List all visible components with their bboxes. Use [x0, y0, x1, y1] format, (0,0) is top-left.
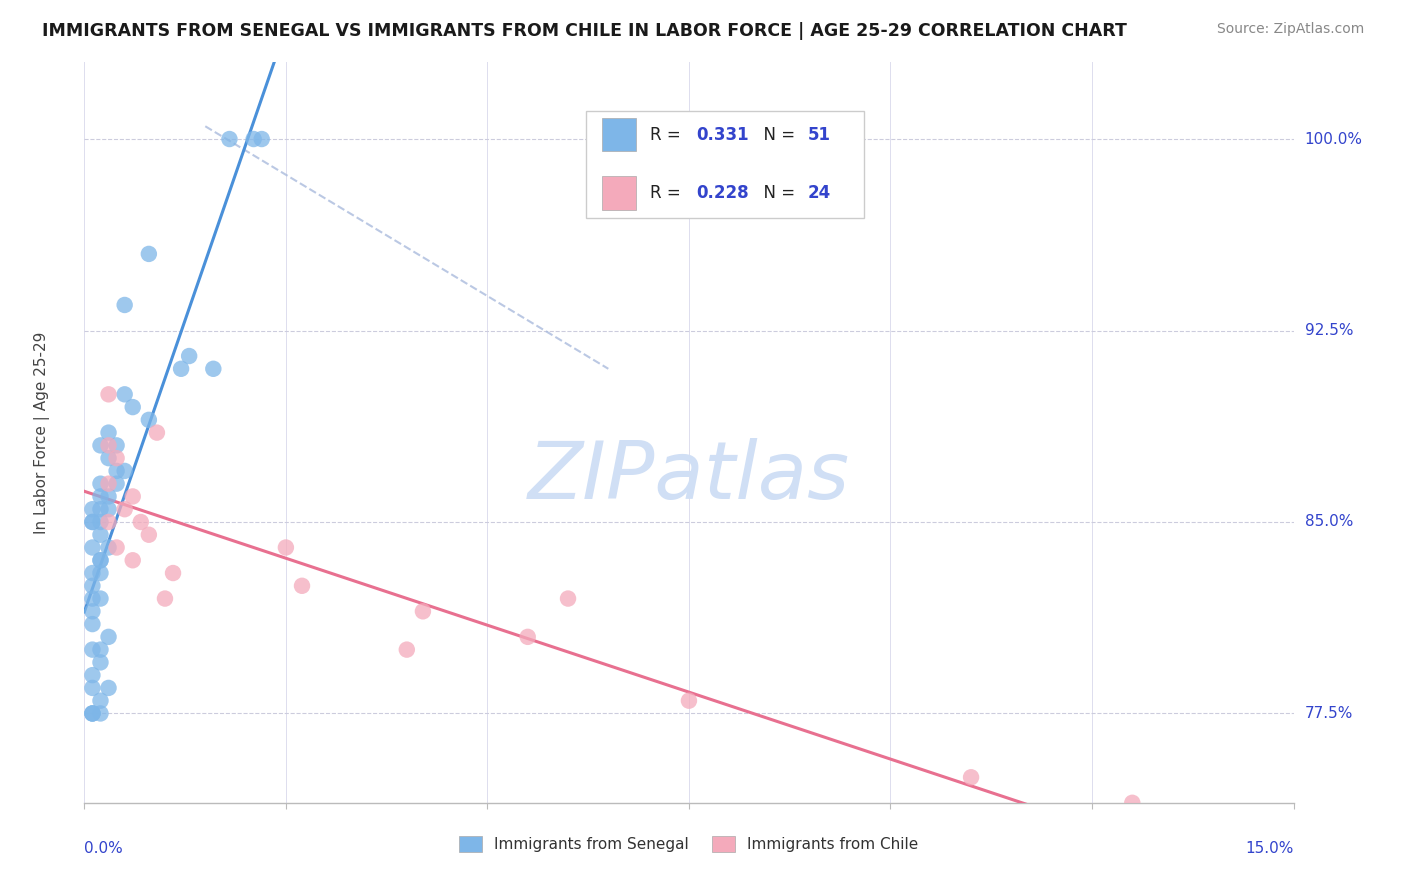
Point	[89, 527, 111, 541]
Point	[114, 298, 136, 312]
Point	[170, 361, 193, 376]
Point	[105, 476, 128, 491]
Point	[97, 490, 120, 504]
Text: Source: ZipAtlas.com: Source: ZipAtlas.com	[1216, 22, 1364, 37]
Text: 24: 24	[807, 185, 831, 202]
Point	[114, 387, 136, 401]
Point	[146, 425, 169, 440]
Point	[274, 541, 297, 555]
Point	[153, 591, 176, 606]
Point	[291, 579, 314, 593]
Point	[114, 464, 136, 478]
Point	[105, 541, 128, 555]
FancyBboxPatch shape	[602, 118, 636, 152]
Point	[1121, 796, 1143, 810]
Text: 85.0%: 85.0%	[1305, 515, 1353, 530]
Point	[138, 247, 160, 261]
Text: N =: N =	[754, 185, 800, 202]
Text: 51: 51	[807, 126, 831, 144]
Point	[412, 604, 434, 618]
Point	[82, 642, 104, 657]
Point	[114, 502, 136, 516]
Point	[82, 502, 104, 516]
Legend: Immigrants from Senegal, Immigrants from Chile: Immigrants from Senegal, Immigrants from…	[453, 830, 925, 858]
Point	[82, 668, 104, 682]
Point	[89, 553, 111, 567]
Point	[242, 132, 264, 146]
Point	[129, 515, 152, 529]
Point	[179, 349, 201, 363]
Point	[82, 566, 104, 580]
Point	[97, 630, 120, 644]
Point	[82, 591, 104, 606]
Point	[82, 681, 104, 695]
Point	[89, 490, 111, 504]
Point	[138, 413, 160, 427]
Point	[89, 566, 111, 580]
Point	[89, 553, 111, 567]
Text: 0.331: 0.331	[696, 126, 749, 144]
Point	[121, 553, 143, 567]
Point	[1040, 847, 1063, 861]
Point	[82, 515, 104, 529]
Point	[82, 579, 104, 593]
Text: R =: R =	[650, 126, 686, 144]
Text: 0.228: 0.228	[696, 185, 749, 202]
Text: 92.5%: 92.5%	[1305, 323, 1353, 338]
Point	[82, 604, 104, 618]
Text: ZIPatlas: ZIPatlas	[527, 438, 851, 516]
Point	[97, 502, 120, 516]
Point	[89, 476, 111, 491]
Text: In Labor Force | Age 25-29: In Labor Force | Age 25-29	[34, 332, 51, 533]
Point	[105, 451, 128, 466]
Point	[89, 706, 111, 721]
Text: 15.0%: 15.0%	[1246, 841, 1294, 856]
Point	[97, 541, 120, 555]
Point	[557, 591, 579, 606]
Point	[97, 515, 120, 529]
Point	[97, 681, 120, 695]
Point	[97, 387, 120, 401]
Text: N =: N =	[754, 126, 800, 144]
Point	[960, 770, 983, 784]
Point	[89, 656, 111, 670]
Point	[89, 642, 111, 657]
Point	[678, 694, 700, 708]
Point	[105, 464, 128, 478]
Text: R =: R =	[650, 185, 686, 202]
Point	[202, 361, 225, 376]
Point	[516, 630, 538, 644]
Point	[82, 515, 104, 529]
Point	[97, 476, 120, 491]
Point	[97, 451, 120, 466]
Point	[82, 706, 104, 721]
Point	[218, 132, 240, 146]
Point	[82, 541, 104, 555]
Point	[82, 706, 104, 721]
Point	[97, 425, 120, 440]
Point	[89, 438, 111, 452]
Point	[121, 400, 143, 414]
Text: 0.0%: 0.0%	[84, 841, 124, 856]
Point	[395, 642, 418, 657]
Point	[97, 438, 120, 452]
Point	[89, 515, 111, 529]
Text: IMMIGRANTS FROM SENEGAL VS IMMIGRANTS FROM CHILE IN LABOR FORCE | AGE 25-29 CORR: IMMIGRANTS FROM SENEGAL VS IMMIGRANTS FR…	[42, 22, 1128, 40]
FancyBboxPatch shape	[602, 177, 636, 210]
Point	[89, 502, 111, 516]
Point	[121, 490, 143, 504]
Point	[105, 438, 128, 452]
Point	[82, 617, 104, 632]
Text: 100.0%: 100.0%	[1305, 131, 1362, 146]
Point	[138, 527, 160, 541]
Text: 77.5%: 77.5%	[1305, 706, 1353, 721]
Point	[82, 706, 104, 721]
Point	[250, 132, 273, 146]
Point	[89, 694, 111, 708]
Point	[89, 591, 111, 606]
Point	[162, 566, 184, 580]
FancyBboxPatch shape	[586, 111, 865, 218]
